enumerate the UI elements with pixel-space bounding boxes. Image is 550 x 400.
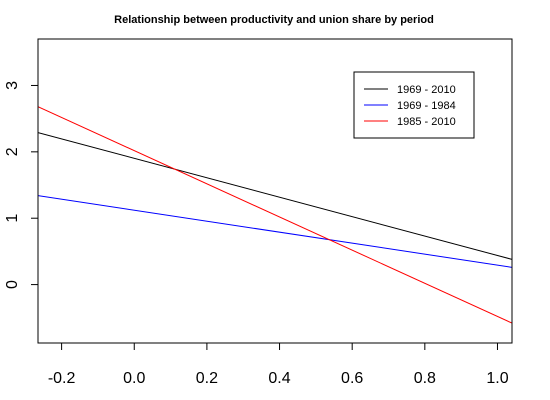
y-tick-label: 1 xyxy=(4,214,21,223)
legend-label-2: 1969 - 1984 xyxy=(397,100,456,112)
x-tick-label: 0.2 xyxy=(196,370,218,387)
legend-label-3: 1985 - 2010 xyxy=(397,116,456,128)
x-tick-label: -0.2 xyxy=(48,370,76,387)
x-tick-label: 0.6 xyxy=(341,370,363,387)
chart-title: Relationship between productivity and un… xyxy=(114,14,434,26)
x-tick-label: 0.8 xyxy=(414,370,436,387)
y-tick-label: 0 xyxy=(4,280,21,289)
x-tick-label: 0.0 xyxy=(123,370,145,387)
y-tick-label: 2 xyxy=(4,147,21,156)
y-tick-label: 3 xyxy=(4,81,21,90)
legend: 1969 - 2010 1969 - 1984 1985 - 2010 xyxy=(353,71,475,139)
x-tick-label: 1.0 xyxy=(486,370,508,387)
plot-layer xyxy=(38,106,512,324)
plot-frame xyxy=(37,38,513,344)
series-line-2 xyxy=(38,195,512,268)
x-tick-label: 0.4 xyxy=(268,370,290,387)
legend-label-1: 1969 - 2010 xyxy=(397,84,456,96)
series-line-3 xyxy=(38,106,512,324)
series-line-1 xyxy=(38,132,512,260)
axes-layer: -0.2 0.0 0.2 0.4 0.6 0.8 1.0 0 1 2 3 xyxy=(4,38,513,387)
